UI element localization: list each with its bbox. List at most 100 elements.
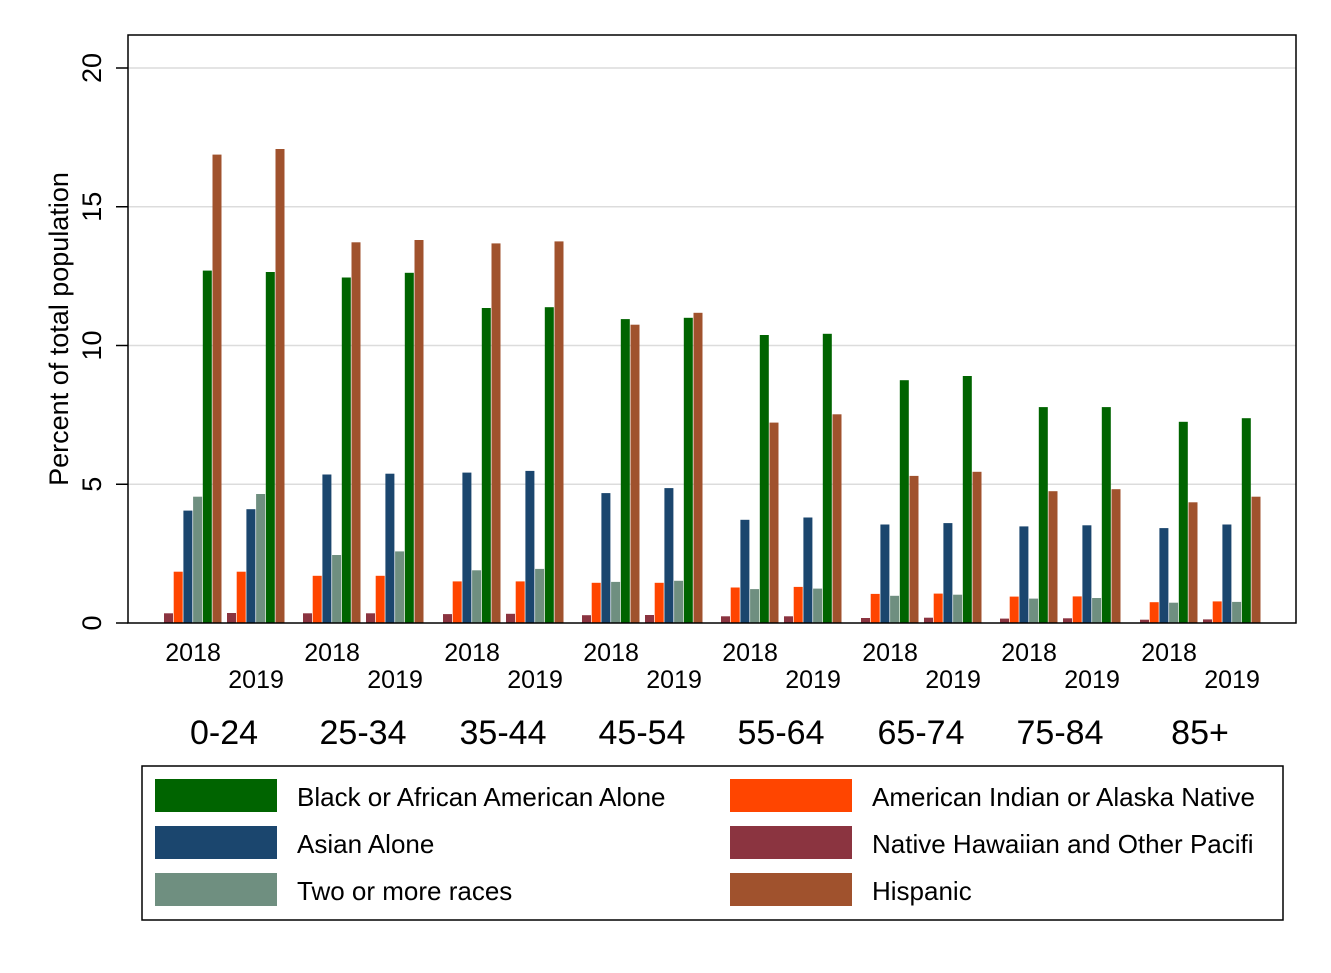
bar <box>366 613 375 623</box>
bar <box>1203 619 1212 623</box>
bar <box>472 570 482 623</box>
bar <box>620 319 630 623</box>
bar <box>303 613 312 623</box>
bar <box>1082 525 1092 623</box>
y-tick-label: 10 <box>77 330 107 360</box>
legend-label: Native Hawaiian and Other Pacifi <box>872 829 1254 859</box>
bar <box>1212 601 1222 623</box>
x-year-label: 2018 <box>165 639 221 667</box>
bar <box>1159 528 1169 623</box>
bar <box>654 582 664 623</box>
bar <box>813 588 823 623</box>
bar <box>414 240 424 623</box>
bar <box>341 277 351 623</box>
bar <box>202 270 212 623</box>
bar <box>759 335 769 623</box>
legend-label: American Indian or Alaska Native <box>872 782 1255 812</box>
legend-swatch <box>730 779 852 812</box>
bar <box>909 475 919 623</box>
bar <box>1178 421 1188 623</box>
bar <box>193 496 203 623</box>
x-year-label: 2019 <box>1204 666 1260 694</box>
bar <box>870 593 880 623</box>
x-year-label: 2018 <box>583 639 639 667</box>
bar <box>899 380 909 623</box>
x-year-label: 2019 <box>228 666 284 694</box>
bar <box>730 587 740 623</box>
x-year-label: 2018 <box>1141 639 1197 667</box>
y-tick-label: 0 <box>77 615 107 630</box>
x-group-label: 45-54 <box>599 714 686 752</box>
bar <box>674 580 684 623</box>
legend-frame <box>141 765 1284 921</box>
bar <box>601 493 611 623</box>
y-axis-label: Percent of total population <box>44 172 74 486</box>
y-tick-label: 5 <box>77 477 107 492</box>
x-group-label: 25-34 <box>320 714 407 752</box>
legend-swatch <box>155 826 277 859</box>
bar <box>227 613 236 623</box>
bar <box>173 571 183 623</box>
bar <box>256 494 266 623</box>
bar <box>784 616 793 623</box>
x-year-label: 2019 <box>646 666 702 694</box>
legend-swatch <box>730 873 852 906</box>
x-year-label: 2019 <box>1064 666 1120 694</box>
bar <box>645 615 654 623</box>
bar <box>1048 491 1058 623</box>
bar <box>1251 496 1261 623</box>
bar <box>924 617 933 623</box>
axes: 05101520201820190-242018201925-342018201… <box>77 53 1260 752</box>
legend-label: Black or African American Alone <box>297 782 666 812</box>
bar <box>535 568 545 623</box>
legend-label: Two or more races <box>297 876 512 906</box>
x-group-label: 35-44 <box>460 714 547 752</box>
bar <box>664 488 674 623</box>
y-tick-label: 20 <box>77 53 107 83</box>
bar <box>890 595 900 623</box>
bar <box>1188 502 1198 623</box>
x-group-label: 85+ <box>1171 714 1229 752</box>
bar <box>1009 596 1019 623</box>
bar <box>630 324 640 623</box>
bar <box>1101 407 1111 623</box>
bar <box>933 593 943 623</box>
x-year-label: 2019 <box>507 666 563 694</box>
bar <box>452 581 462 623</box>
bar <box>544 307 554 623</box>
bar <box>265 272 275 623</box>
bar <box>591 582 601 623</box>
bar <box>164 613 173 623</box>
bar <box>1063 618 1072 623</box>
bar <box>740 519 750 623</box>
bar <box>183 510 193 623</box>
bar <box>351 242 361 624</box>
bar <box>1038 407 1048 623</box>
bar <box>1111 489 1121 623</box>
bar <box>803 517 813 623</box>
gridlines <box>128 67 1296 485</box>
bar <box>1000 618 1009 623</box>
bar <box>962 376 972 623</box>
legend-label: Asian Alone <box>297 829 434 859</box>
bar <box>880 524 890 623</box>
bar <box>1072 596 1082 623</box>
bar <box>525 470 535 623</box>
x-year-label: 2019 <box>367 666 423 694</box>
x-group-label: 55-64 <box>738 714 825 752</box>
bar <box>395 551 405 623</box>
bar <box>404 272 414 623</box>
x-year-label: 2019 <box>925 666 981 694</box>
bar <box>750 589 760 623</box>
x-year-label: 2018 <box>444 639 500 667</box>
bar <box>683 317 693 624</box>
bar <box>1019 526 1029 623</box>
bar <box>332 555 342 623</box>
bar <box>1029 598 1039 623</box>
bar <box>515 581 525 623</box>
bar <box>582 615 591 623</box>
bar <box>385 473 395 623</box>
bar <box>793 586 803 623</box>
x-year-label: 2018 <box>862 639 918 667</box>
